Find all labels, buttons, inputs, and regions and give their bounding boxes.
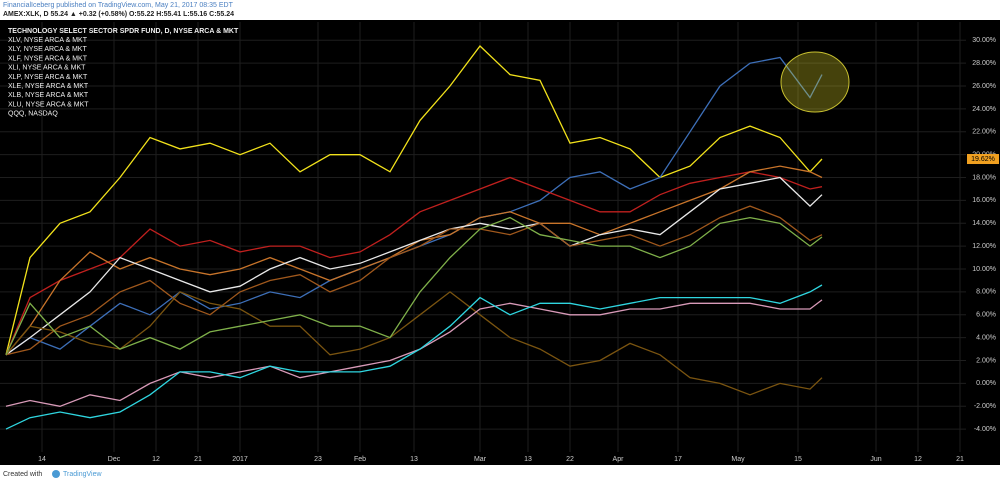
chart-background: [0, 20, 1000, 465]
x-tick-label: 22: [566, 456, 574, 463]
x-tick-label: 21: [194, 456, 202, 463]
x-tick-label: 21: [956, 456, 964, 463]
legend-entry: XLV, NYSE ARCA & MKT: [8, 37, 88, 44]
x-tick-label: 17: [674, 456, 682, 463]
legend-entry: XLB, NYSE ARCA & MKT: [8, 92, 89, 99]
series-line: [5, 216, 823, 356]
legend-entry: XLF, NYSE ARCA & MKT: [8, 55, 88, 62]
x-tick-label: 13: [524, 456, 532, 463]
x-tick-label: May: [731, 456, 745, 463]
y-tick-label: 2.00%: [976, 357, 996, 364]
footer-brand[interactable]: TradingView: [63, 471, 102, 478]
y-tick-label: 26.00%: [972, 83, 996, 90]
x-tick-label: Mar: [474, 456, 487, 463]
legend-entry: XLE, NYSE ARCA & MKT: [8, 83, 89, 90]
footer-created: Created with: [3, 471, 42, 478]
x-tick-label: 12: [152, 456, 160, 463]
y-tick-label: 8.00%: [976, 289, 996, 296]
y-tick-label: 22.00%: [972, 129, 996, 136]
x-tick-label: 14: [38, 456, 46, 463]
y-tick-label: 18.00%: [972, 174, 996, 181]
x-tick-label: 12: [914, 456, 922, 463]
y-tick-label: 28.00%: [972, 60, 996, 67]
y-tick-label: 12.00%: [972, 243, 996, 250]
y-tick-label: 0.00%: [976, 380, 996, 387]
y-tick-label: 4.00%: [976, 334, 996, 341]
y-tick-label: -4.00%: [974, 426, 996, 433]
brand-icon: [52, 470, 60, 478]
legend-entry: XLY, NYSE ARCA & MKT: [8, 46, 87, 53]
x-tick-label: 23: [314, 456, 322, 463]
legend-entry: QQQ, NASDAQ: [8, 111, 58, 118]
legend-entry: XLI, NYSE ARCA & MKT: [8, 65, 86, 72]
series-line: [5, 176, 823, 356]
y-tick-label: 10.00%: [972, 266, 996, 273]
series-line: [5, 171, 823, 356]
series-line: [5, 205, 823, 356]
series-line: [5, 45, 823, 355]
x-tick-label: Apr: [613, 456, 625, 463]
highlight-ellipse: [780, 51, 850, 113]
legend-entry: TECHNOLOGY SELECT SECTOR SPDR FUND, D, N…: [8, 28, 239, 35]
y-tick-label: 30.00%: [972, 37, 996, 44]
legend-entry: XLP, NYSE ARCA & MKT: [8, 74, 88, 81]
legend-entry: XLU, NYSE ARCA & MKT: [8, 101, 89, 108]
x-tick-label: 15: [794, 456, 802, 463]
x-tick-label: 2017: [232, 456, 248, 463]
series-line: [5, 284, 823, 430]
x-tick-label: Feb: [354, 456, 366, 463]
y-tick-label: 6.00%: [976, 312, 996, 319]
last-value-box: [967, 154, 999, 165]
x-tick-label: Dec: [108, 456, 121, 463]
last-value-label: 19.62%: [971, 156, 995, 163]
y-tick-label: 16.00%: [972, 197, 996, 204]
x-tick-label: 13: [410, 456, 418, 463]
y-tick-label: -2.00%: [974, 403, 996, 410]
y-tick-label: 24.00%: [972, 106, 996, 113]
series-line: [5, 291, 823, 396]
y-tick-label: 14.00%: [972, 220, 996, 227]
x-tick-label: Jun: [870, 456, 881, 463]
publisher-line: FinancialIceberg published on TradingVie…: [3, 2, 234, 9]
symbol-line: AMEX:XLK, D 55.24 ▲ +0.32 (+0.58%) O:55.…: [3, 11, 234, 18]
